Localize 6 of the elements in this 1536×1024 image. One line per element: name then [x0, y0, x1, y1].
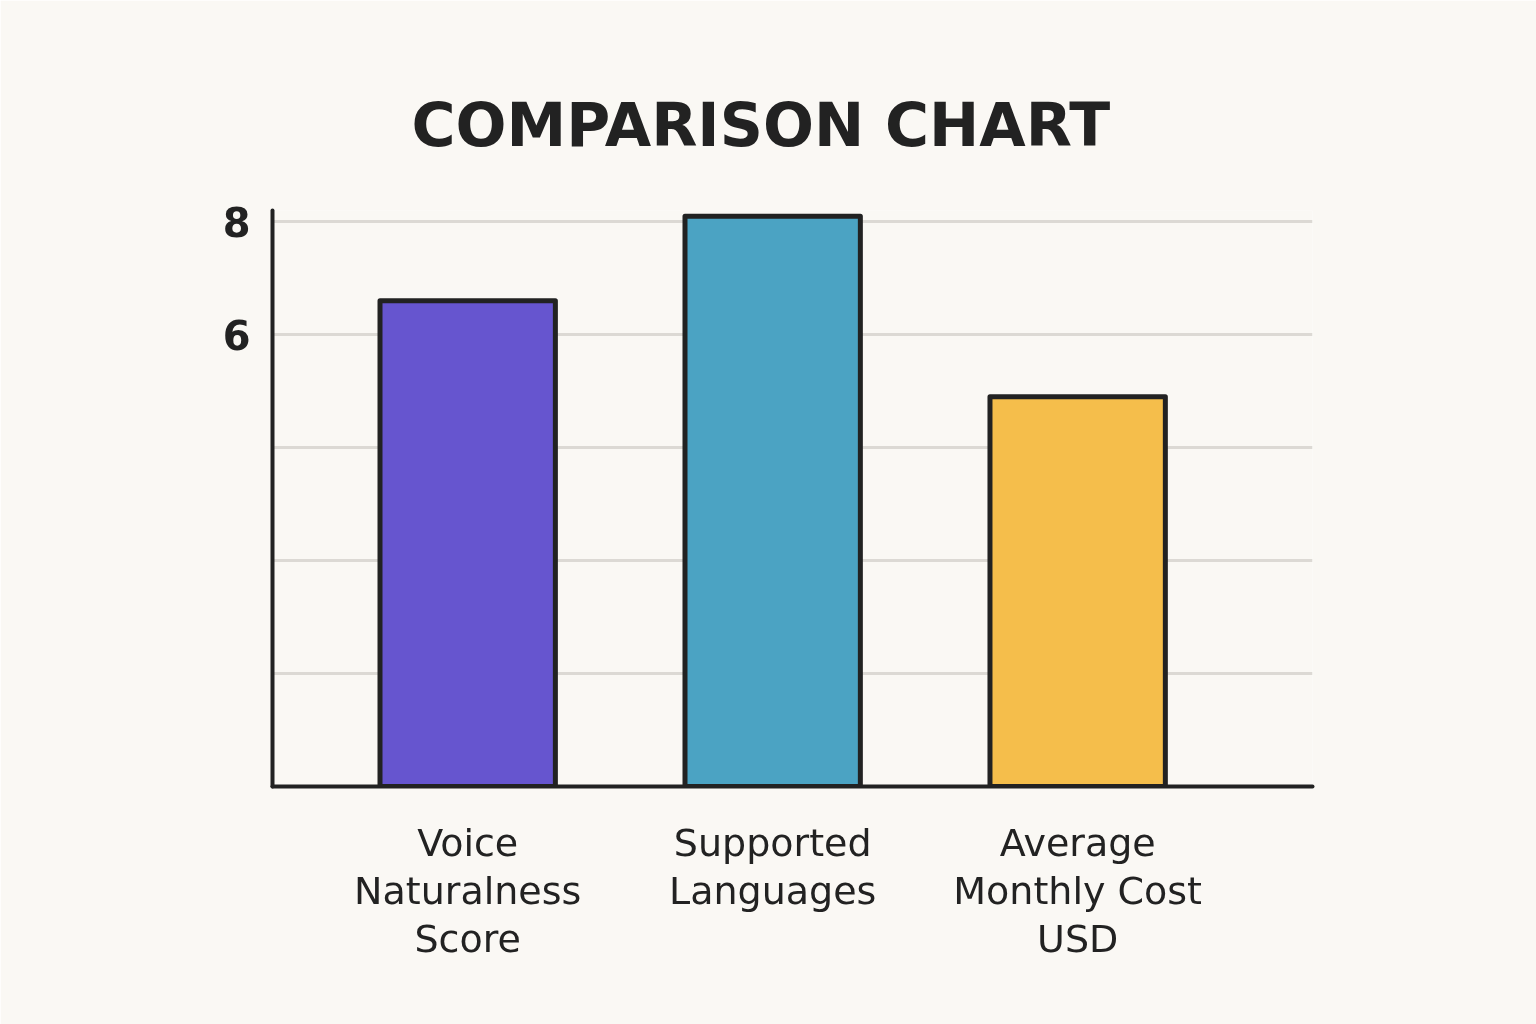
x-tick-label: Supported Languages [669, 820, 877, 913]
x-tick-label: Average Monthly Cost USD [953, 820, 1203, 962]
x-tick-label: Voice Naturalness Score [354, 820, 582, 962]
y-tick-label: 6 [222, 312, 251, 359]
y-tick-label: 8 [222, 199, 251, 246]
chart-title: COMPARISON CHART [411, 89, 1111, 160]
